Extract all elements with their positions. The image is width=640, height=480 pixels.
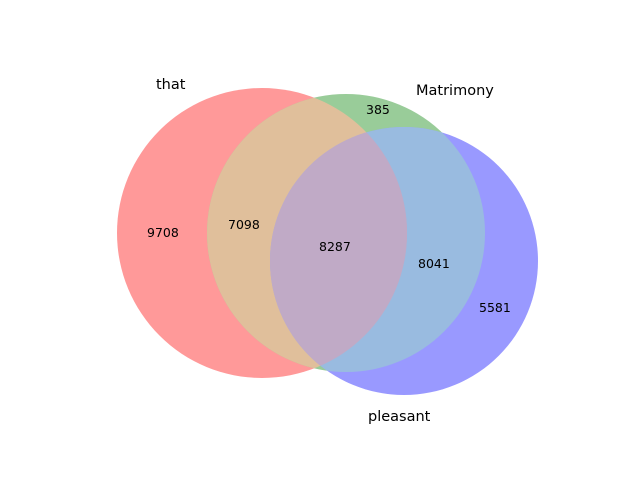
region-count-matrimony-only: 385 [366, 102, 390, 117]
region-count-that-only: 9708 [147, 225, 179, 240]
set-label-that: that [156, 77, 186, 93]
region-count-all-three: 8287 [319, 239, 351, 254]
region-count-pleasant-only: 5581 [479, 300, 511, 315]
region-count-matrimony-pleasant: 8041 [418, 256, 450, 271]
region-all-three [270, 127, 407, 372]
set-label-pleasant: pleasant [368, 409, 431, 425]
region-count-that-matrimony: 7098 [228, 217, 260, 232]
set-label-matrimony: Matrimony [416, 83, 494, 99]
